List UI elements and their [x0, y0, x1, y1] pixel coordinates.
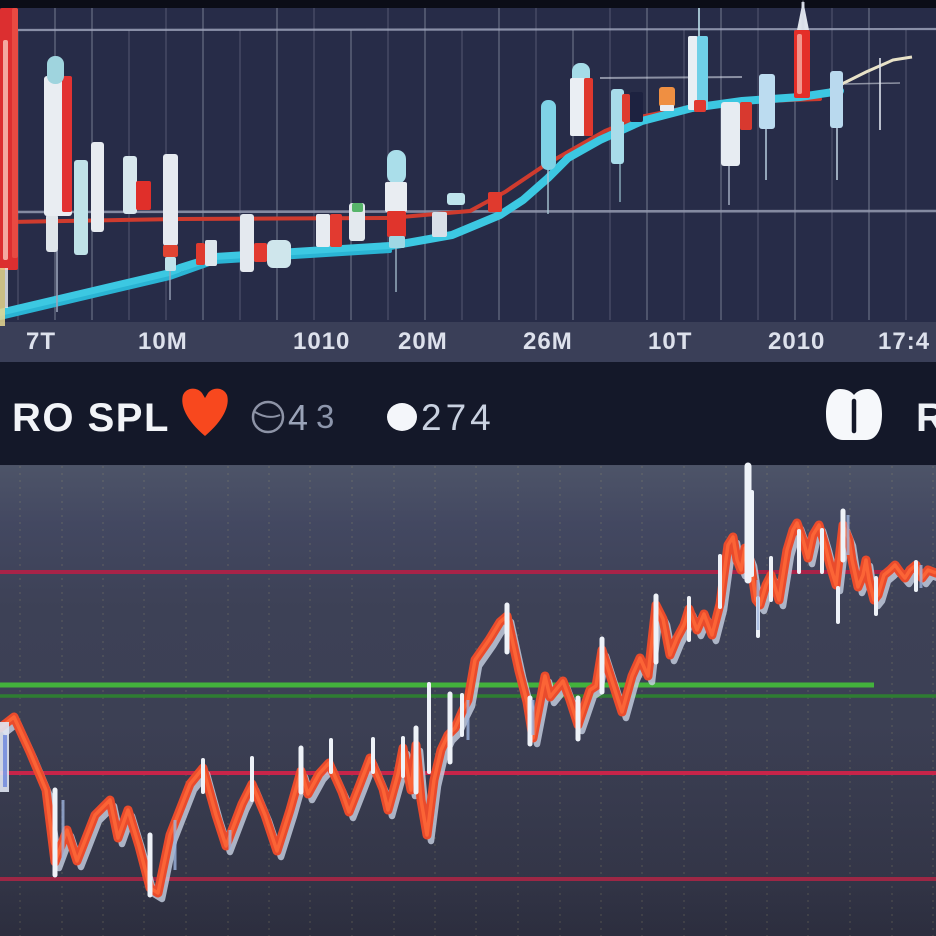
svg-text:RO SPL: RO SPL [12, 396, 170, 440]
svg-text:3: 3 [316, 398, 334, 435]
svg-text:R: R [916, 396, 936, 440]
svg-text:17:4: 17:4 [878, 328, 930, 355]
svg-text:20M: 20M [398, 328, 448, 355]
svg-text:10T: 10T [648, 328, 692, 355]
svg-text:7T: 7T [26, 328, 56, 355]
svg-text:2010: 2010 [768, 328, 825, 355]
svg-text:4: 4 [288, 397, 308, 438]
svg-text:274: 274 [421, 397, 495, 438]
svg-text:10M: 10M [138, 328, 188, 355]
svg-text:1010: 1010 [293, 328, 350, 355]
svg-text:26M: 26M [523, 328, 573, 355]
